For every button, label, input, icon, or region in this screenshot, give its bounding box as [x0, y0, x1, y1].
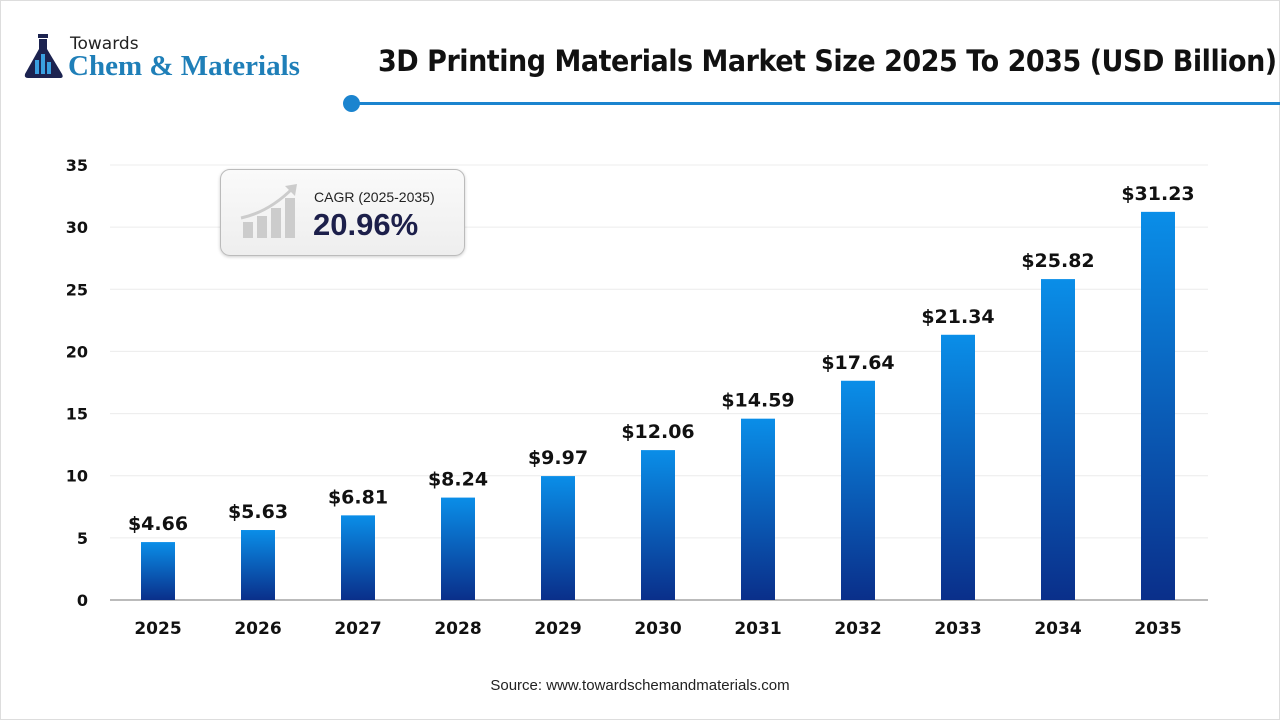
bar-2034 [1041, 279, 1075, 600]
data-label: $6.81 [328, 486, 388, 508]
y-tick-label: 30 [66, 218, 88, 237]
x-tick-label: 2028 [434, 619, 481, 639]
data-label: $25.82 [1021, 250, 1094, 272]
chart-title: 3D Printing Materials Market Size 2025 T… [378, 44, 1277, 78]
x-tick-label: 2034 [1034, 619, 1081, 639]
logo-text-main: Chem & Materials [68, 50, 300, 82]
bar-2031 [741, 418, 775, 600]
x-tick-label: 2029 [534, 619, 581, 639]
title-underline [352, 102, 1280, 105]
x-tick-label: 2035 [1134, 619, 1181, 639]
y-tick-label: 35 [66, 156, 88, 175]
bar-2029 [541, 476, 575, 600]
data-label: $21.34 [921, 306, 994, 328]
y-tick-label: 10 [66, 467, 88, 486]
source-note: Source: www.towardschemandmaterials.com [490, 677, 790, 694]
data-label: $8.24 [428, 469, 488, 491]
y-tick-label: 15 [66, 405, 88, 424]
data-label: $4.66 [128, 513, 188, 535]
y-tick-label: 25 [66, 280, 88, 299]
bar-2027 [341, 515, 375, 600]
bar-2028 [441, 497, 475, 600]
bar-2030 [641, 450, 675, 600]
cagr-value: 20.96% [313, 207, 419, 242]
bar-2033 [941, 334, 975, 600]
x-tick-label: 2027 [334, 619, 381, 639]
y-tick-label: 0 [77, 591, 88, 610]
data-label: $31.23 [1121, 183, 1194, 205]
growth-chart-icon [240, 184, 297, 238]
cagr-box: CAGR (2025-2035) 20.96% [220, 169, 465, 256]
cagr-label: CAGR (2025-2035) [314, 189, 435, 205]
x-tick-label: 2026 [234, 619, 281, 639]
data-label: $9.97 [528, 447, 588, 469]
x-tick-label: 2033 [934, 619, 981, 639]
flask-logo-icon [24, 34, 63, 78]
x-tick-label: 2030 [634, 619, 681, 639]
x-tick-label: 2025 [134, 619, 181, 639]
y-tick-label: 5 [77, 529, 88, 548]
x-tick-label: 2032 [834, 619, 881, 639]
y-tick-label: 20 [66, 342, 88, 361]
bar-2032 [841, 380, 875, 600]
x-tick-label: 2031 [734, 619, 781, 639]
title-underline-dot [343, 95, 360, 112]
bar-2035 [1141, 211, 1175, 600]
data-label: $14.59 [721, 390, 794, 412]
logo-text-towards: Towards [70, 34, 139, 54]
bar-2026 [241, 530, 275, 600]
data-label: $5.63 [228, 501, 288, 523]
data-label: $17.64 [821, 352, 894, 374]
bar-2025 [141, 542, 175, 600]
data-label: $12.06 [621, 421, 694, 443]
